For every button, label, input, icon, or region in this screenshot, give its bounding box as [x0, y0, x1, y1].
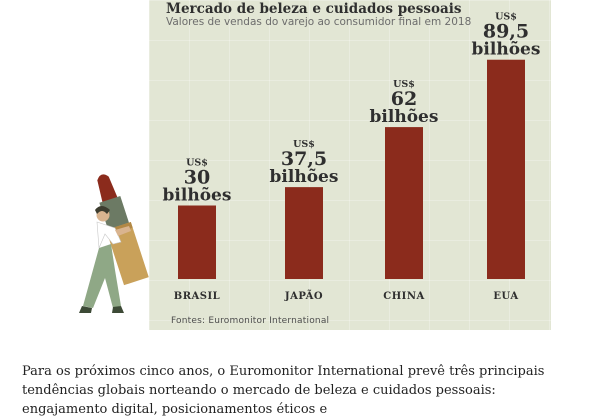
bar-chart: US$30bilhõesBRASILUS$37,5bilhõesJAPÃOUS$…	[163, 12, 541, 302]
bar-brasil	[178, 205, 216, 279]
value-label-number: 37,5	[281, 148, 327, 170]
value-label-unit: bilhões	[270, 167, 339, 187]
value-label-prefix: US$	[495, 12, 517, 23]
bar-eua	[487, 59, 525, 279]
value-label-prefix: US$	[186, 158, 208, 169]
category-label: JAPÃO	[284, 290, 323, 302]
chart-source: Fontes: Euromonitor International	[171, 316, 330, 326]
value-label-number: 89,5	[483, 21, 529, 43]
chart-title: Mercado de beleza e cuidados pessoais	[166, 1, 462, 17]
value-label-unit: bilhões	[370, 107, 439, 127]
value-label-number: 62	[391, 88, 417, 110]
category-label: BRASIL	[174, 291, 220, 302]
article-paragraph: Para os próximos cinco anos, o Euromonit…	[22, 364, 545, 417]
woman-pushing-lipstick-illustration	[79, 174, 149, 313]
value-label-unit: bilhões	[472, 40, 541, 60]
bar-japão	[285, 187, 323, 279]
value-label-prefix: US$	[293, 139, 315, 150]
value-label-prefix: US$	[393, 79, 415, 90]
chart-panel: Mercado de beleza e cuidados pessoais Va…	[149, 0, 551, 330]
category-label: EUA	[493, 291, 518, 302]
value-label-unit: bilhões	[163, 186, 232, 206]
value-label-number: 30	[184, 167, 210, 189]
woman-figure	[79, 206, 131, 313]
category-label: CHINA	[383, 291, 424, 302]
bar-china	[385, 127, 423, 279]
chart-subtitle: Valores de vendas do varejo ao consumido…	[166, 16, 472, 28]
